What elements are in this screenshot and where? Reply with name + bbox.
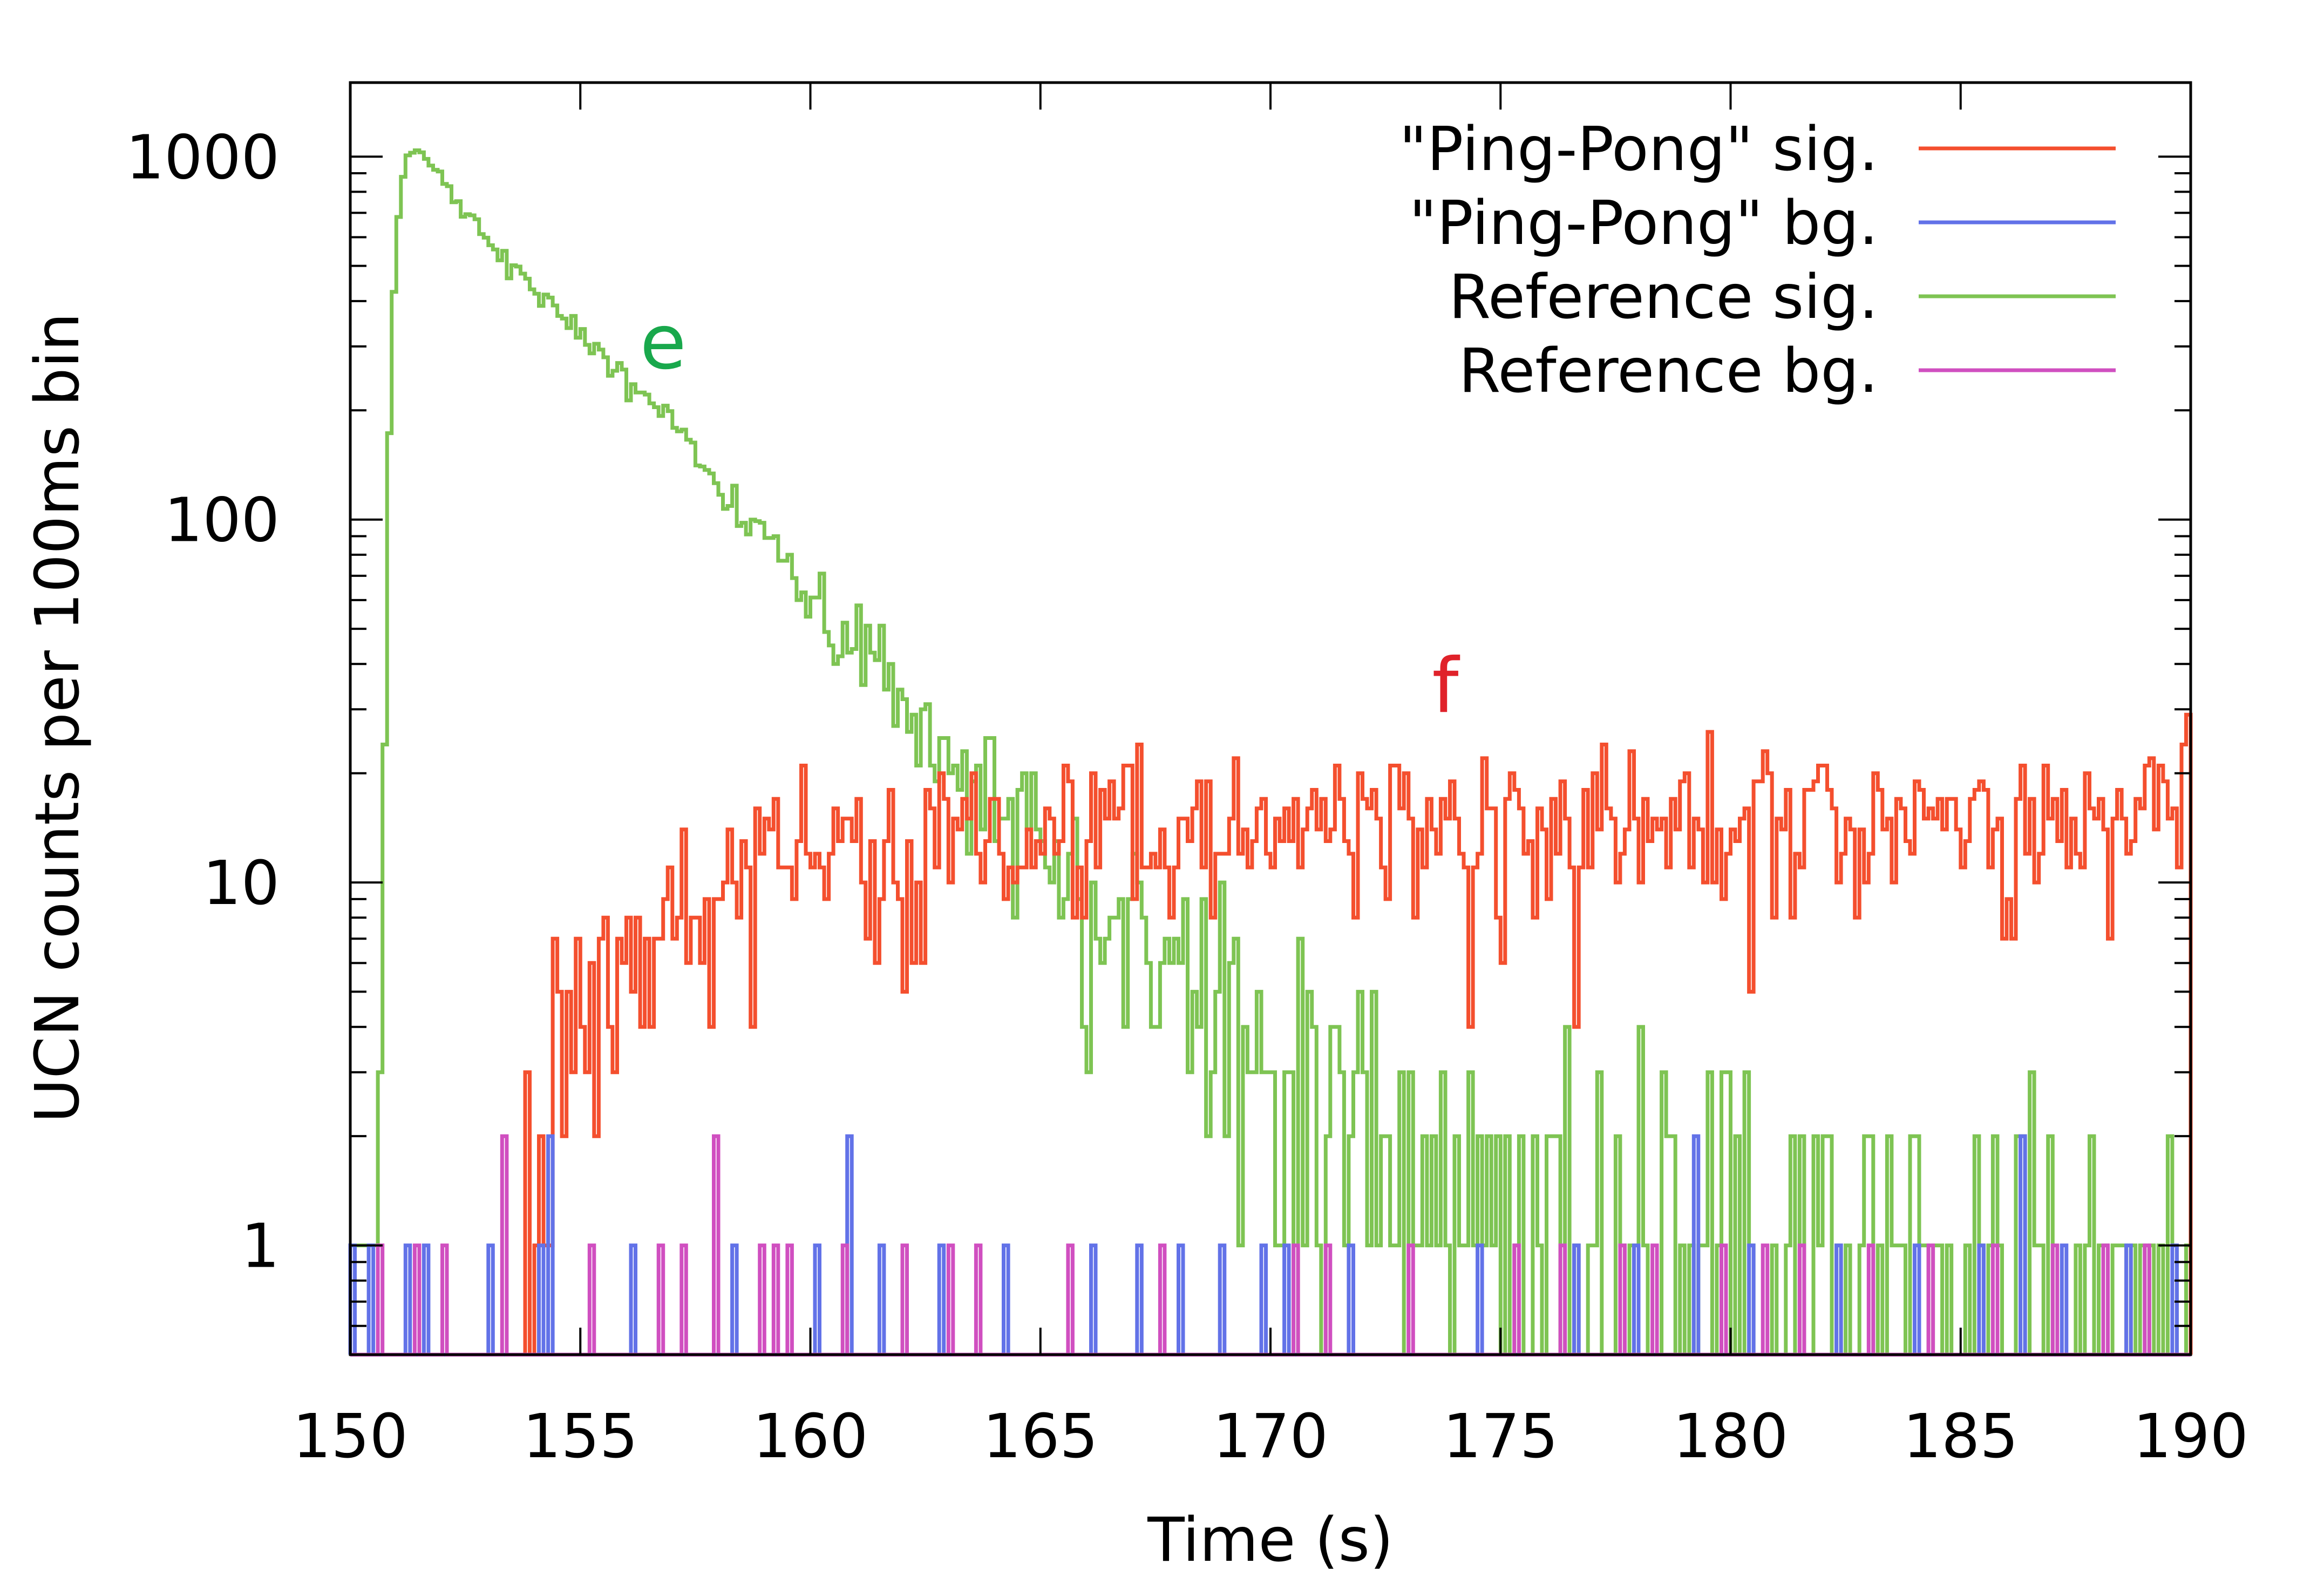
x-tick-label: 180 [1673,1402,1789,1472]
legend-label-ping-pong-sig: "Ping-Pong" sig. [1399,114,1878,185]
y-tick-label: 1000 [126,123,280,193]
y-tick-label: 100 [164,486,280,556]
annotation-f: f [1432,642,1460,730]
y-tick-label: 1 [241,1212,280,1282]
legend-label-ping-pong-bg: "Ping-Pong" bg. [1409,188,1878,259]
annotation-layer: ef [640,298,1460,730]
series-line-reference-sig [348,148,2193,1357]
x-tick-label: 185 [1903,1402,2019,1472]
x-tick-label: 190 [2133,1402,2248,1472]
legend-label-reference-sig: Reference sig. [1449,262,1878,332]
series-line-ping-pong-sig [350,712,2193,1357]
x-tick-label: 175 [1443,1402,1558,1472]
x-tick-label: 150 [293,1402,408,1472]
x-tick-label: 160 [753,1402,868,1472]
y-axis-title: UCN counts per 100ms bin [23,312,93,1123]
annotation-e: e [640,298,687,386]
y-tick-label: 10 [202,848,280,919]
x-tick-label: 170 [1213,1402,1328,1472]
x-tick-label: 155 [522,1402,638,1472]
legend-label-reference-bg: Reference bg. [1459,336,1878,406]
x-tick-label: 165 [983,1402,1098,1472]
legend: "Ping-Pong" sig."Ping-Pong" bg.Reference… [1399,114,2116,406]
tick-layer: 150 155 160 165 170 175 180 185 190 1 10 100 1000 [126,83,2248,1472]
x-axis-title: Time (s) [1147,1505,1393,1574]
